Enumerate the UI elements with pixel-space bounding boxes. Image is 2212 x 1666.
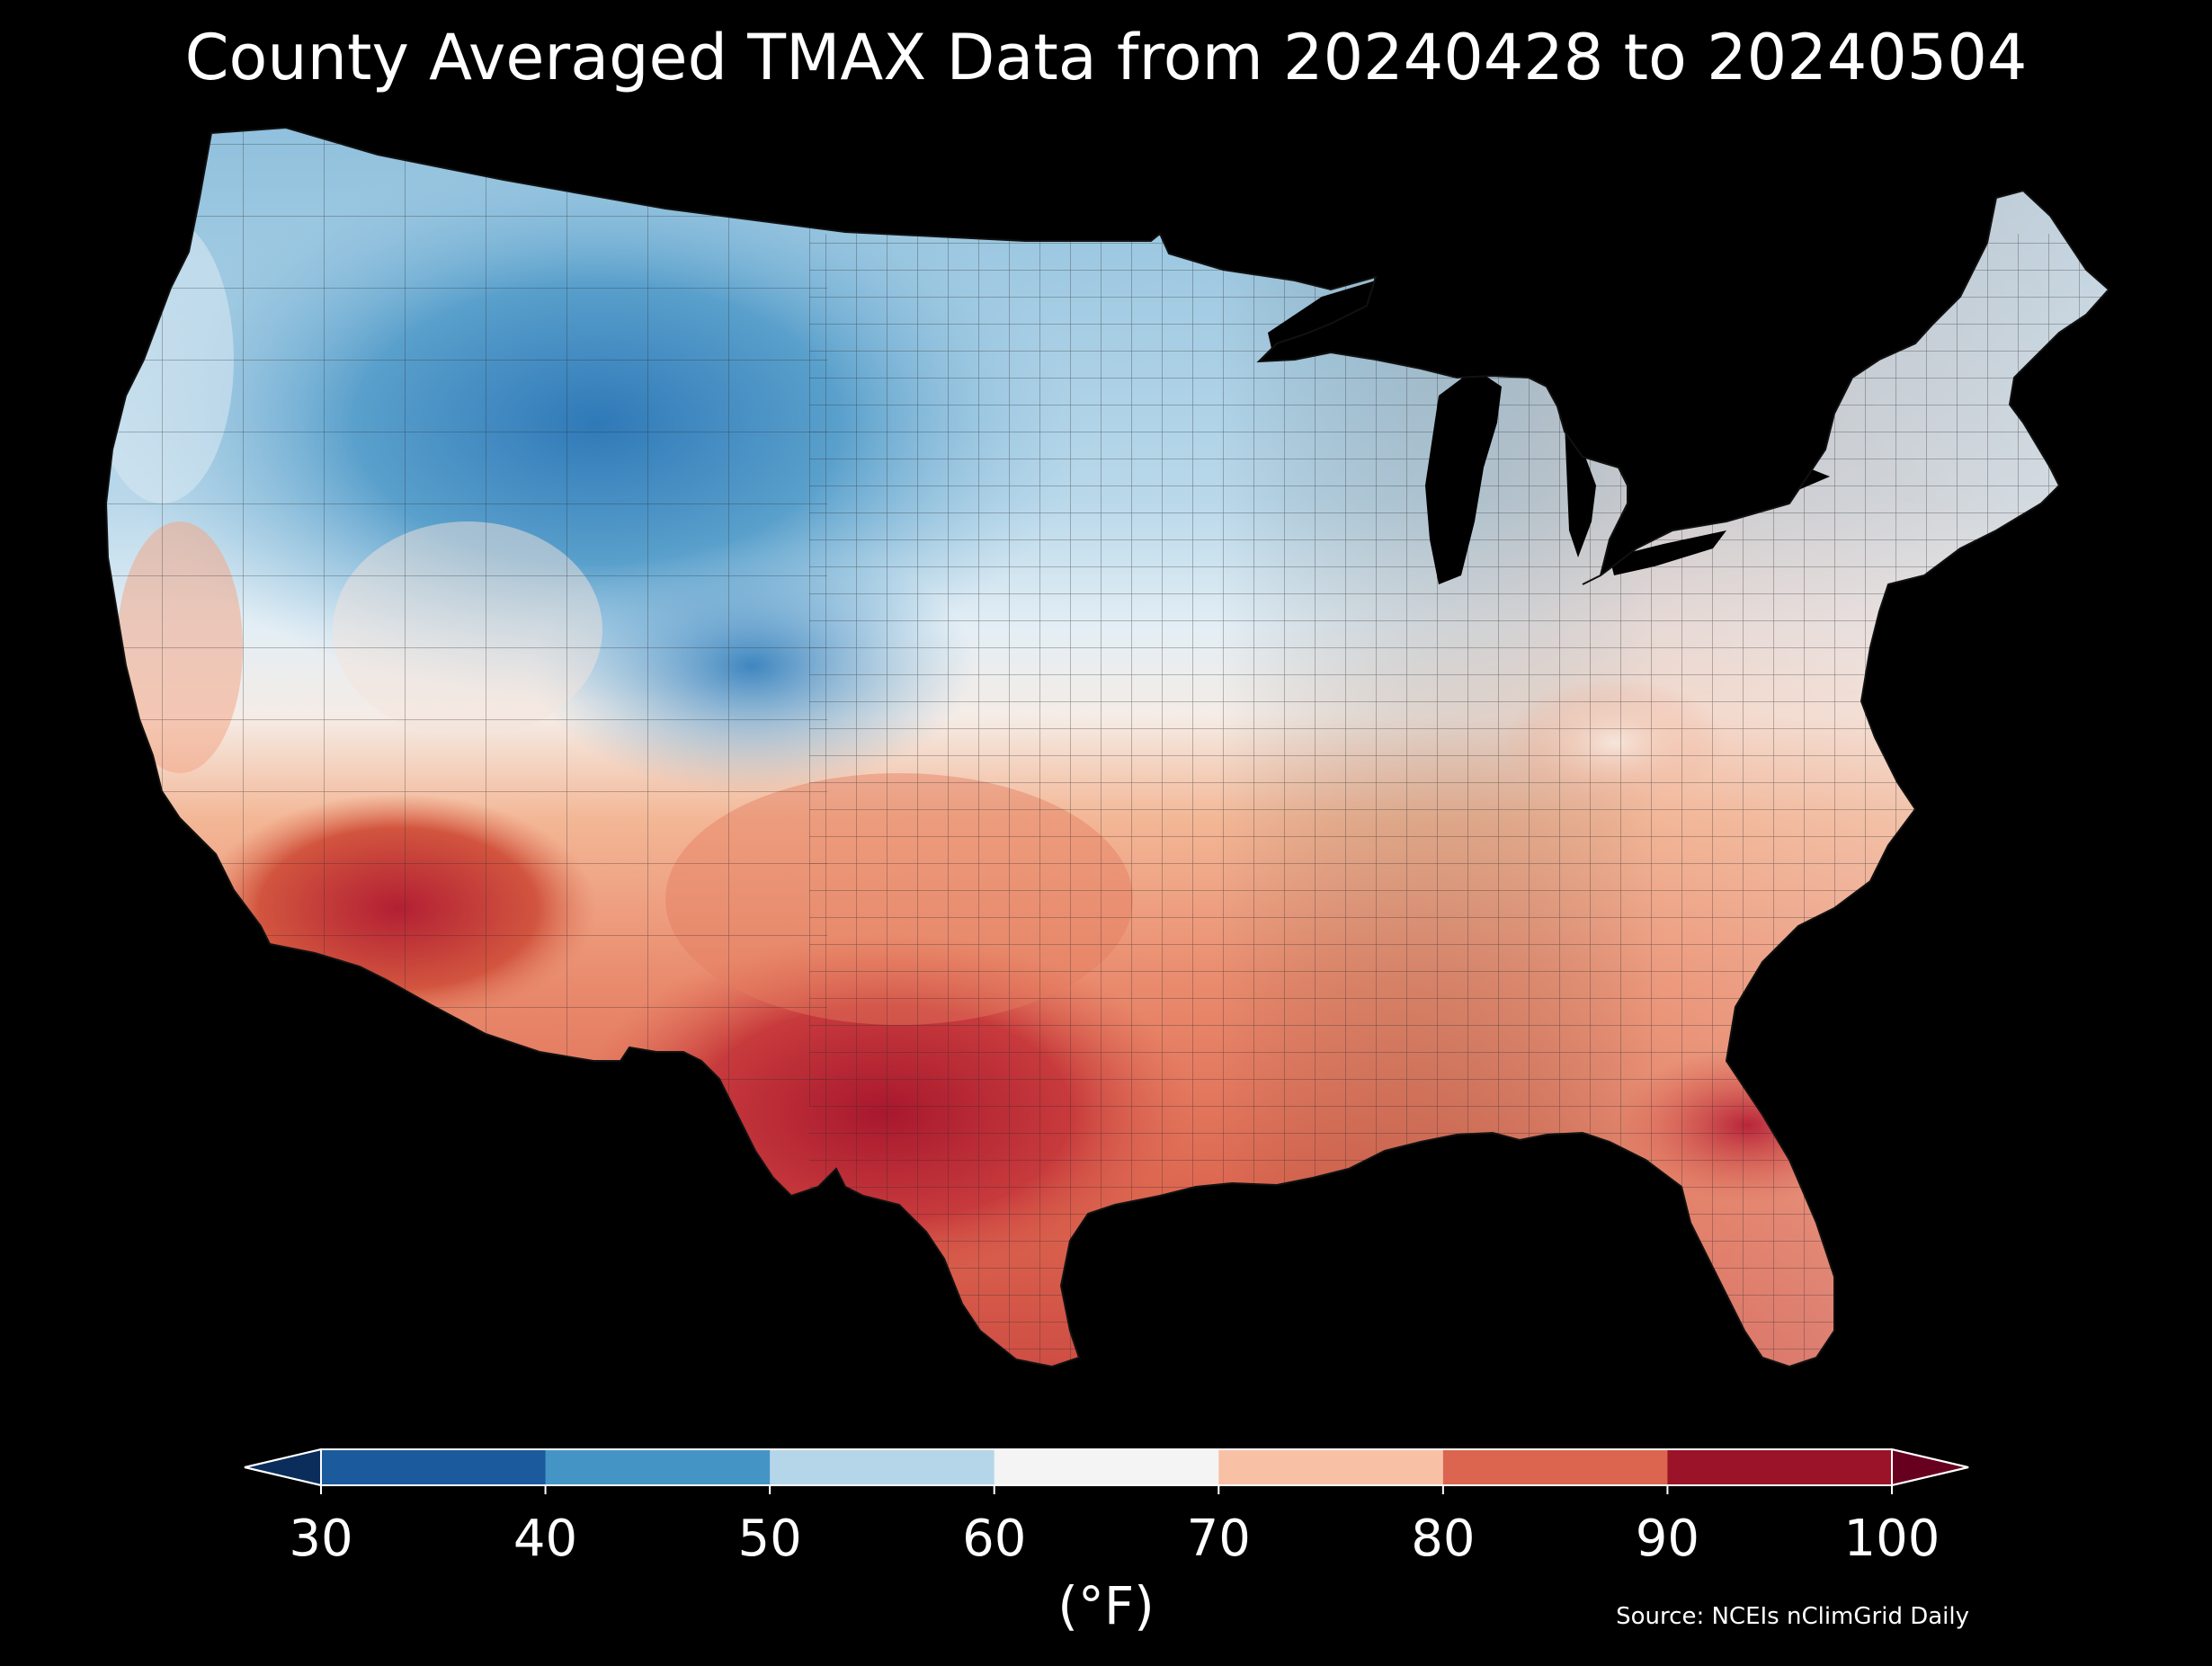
colorbar-over-arrow <box>1891 1448 1969 1487</box>
colorbar-bin <box>321 1449 547 1485</box>
colorbar-bin <box>1667 1449 1893 1485</box>
colorbar-bin <box>545 1449 771 1485</box>
colorbar-bin <box>994 1449 1219 1485</box>
colorbar <box>244 1448 1969 1494</box>
great-lakes <box>1268 281 1830 584</box>
colorbar-unit-label: (°F) <box>1057 1575 1155 1636</box>
page-title: County Averaged TMAX Data from 20240428 … <box>184 21 2028 94</box>
source-credit: Source: NCEIs nClimGrid Daily <box>1616 1603 1969 1630</box>
colorbar-bin <box>1442 1449 1668 1485</box>
colorbar-under-arrow <box>244 1448 322 1487</box>
colorbar-bin <box>1218 1449 1444 1485</box>
county-fill-layer <box>106 128 2109 1367</box>
colorbar-bin <box>770 1449 995 1485</box>
